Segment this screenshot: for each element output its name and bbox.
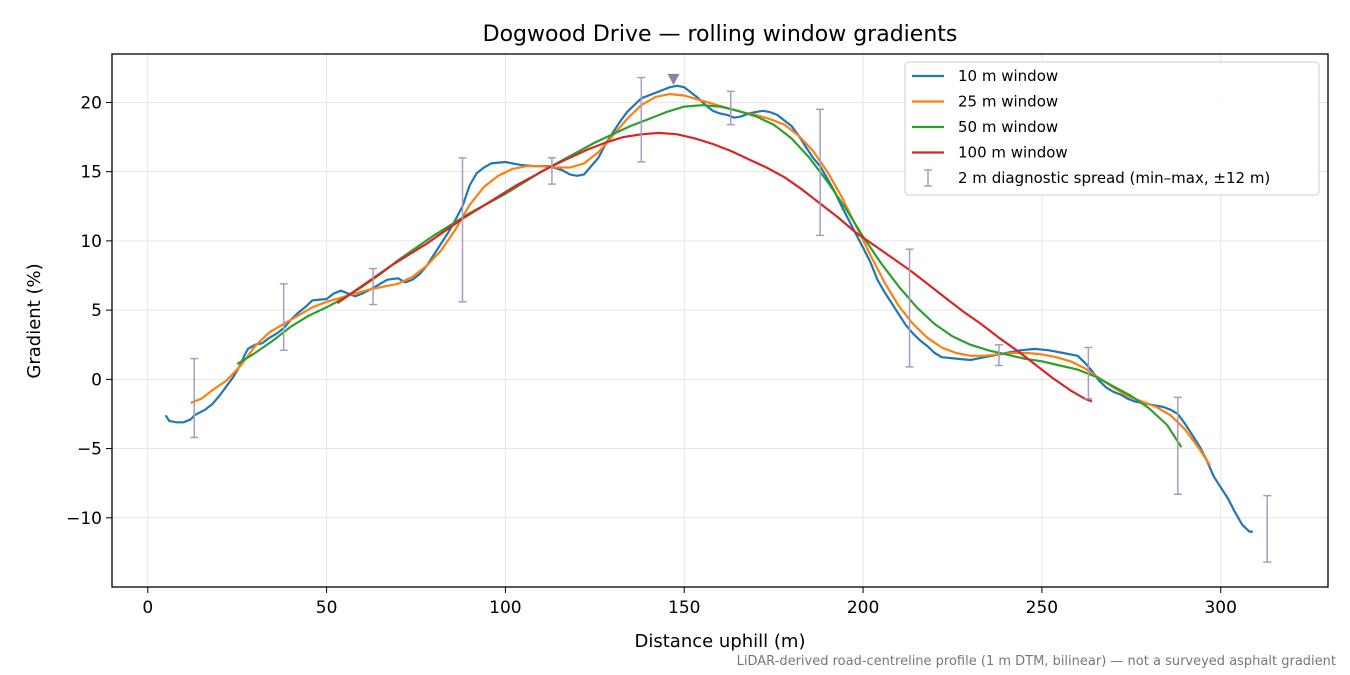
x-tick-label: 100 bbox=[489, 598, 521, 618]
legend-label: 2 m diagnostic spread (min–max, ±12 m) bbox=[958, 169, 1270, 187]
x-tick-label: 200 bbox=[847, 598, 879, 618]
series-line-1 bbox=[190, 93, 1211, 466]
x-tick-label: 50 bbox=[316, 598, 338, 618]
diagnostic-spread-bar bbox=[1263, 494, 1272, 563]
legend-label: 50 m window bbox=[958, 118, 1058, 136]
chart-title: Dogwood Drive — rolling window gradients bbox=[483, 22, 958, 47]
chart-caption: LiDAR-derived road-centreline profile (1… bbox=[737, 654, 1336, 669]
diagnostic-spread-bar bbox=[279, 283, 288, 352]
diagnostic-spread-bar bbox=[369, 267, 378, 306]
legend-item: 25 m window bbox=[912, 93, 1058, 111]
y-tick-label: −5 bbox=[77, 440, 102, 460]
y-tick-label: 0 bbox=[91, 370, 102, 390]
y-tick-label: 20 bbox=[80, 93, 102, 113]
x-axis-label: Distance uphill (m) bbox=[635, 631, 806, 652]
y-axis-label: Gradient (%) bbox=[24, 263, 45, 378]
legend-label: 10 m window bbox=[958, 67, 1058, 85]
legend-item: 100 m window bbox=[912, 144, 1068, 162]
x-tick-label: 0 bbox=[142, 598, 153, 618]
x-tick-label: 250 bbox=[1026, 598, 1058, 618]
series-line-0 bbox=[164, 84, 1253, 533]
y-tick-label: 15 bbox=[80, 163, 102, 183]
legend-item: 10 m window bbox=[912, 67, 1058, 85]
diagnostic-spread-bar bbox=[726, 90, 735, 126]
diagnostic-spread-bar bbox=[547, 157, 556, 185]
diagnostic-spread-bar bbox=[905, 248, 914, 368]
legend: 10 m window 25 m window 50 m window 100 m w… bbox=[904, 61, 1320, 196]
legend-label: 25 m window bbox=[958, 93, 1058, 111]
y-tick-label: 5 bbox=[91, 301, 102, 321]
y-tick-label: 10 bbox=[80, 232, 102, 252]
plot-frame bbox=[111, 53, 1329, 588]
diagnostic-spread-bar bbox=[994, 343, 1003, 367]
diagnostic-spread-bar bbox=[190, 357, 199, 439]
x-tick-label: 300 bbox=[1204, 598, 1236, 618]
legend-item: 50 m window bbox=[912, 118, 1058, 136]
peak-marker bbox=[667, 73, 680, 85]
legend-item: 2 m diagnostic spread (min–max, ±12 m) bbox=[924, 169, 1270, 187]
x-tick-label: 150 bbox=[668, 598, 700, 618]
series-line-3 bbox=[336, 131, 1093, 403]
axis-ticks: 0 50 100 150 200 250 300 −10 −5 0 5 10 15 20 bbox=[66, 93, 1237, 618]
diagnostic-spread-bar bbox=[1084, 346, 1093, 400]
legend-box bbox=[904, 61, 1320, 196]
series-layer bbox=[164, 73, 1272, 563]
diagnostic-spread-bar bbox=[458, 157, 467, 303]
legend-label: 100 m window bbox=[958, 144, 1068, 162]
diagnostic-spread-bar bbox=[1173, 396, 1182, 495]
y-tick-label: −10 bbox=[66, 509, 102, 529]
diagnostic-spread-bar bbox=[816, 108, 825, 237]
diagnostic-spread-bar bbox=[637, 76, 646, 163]
